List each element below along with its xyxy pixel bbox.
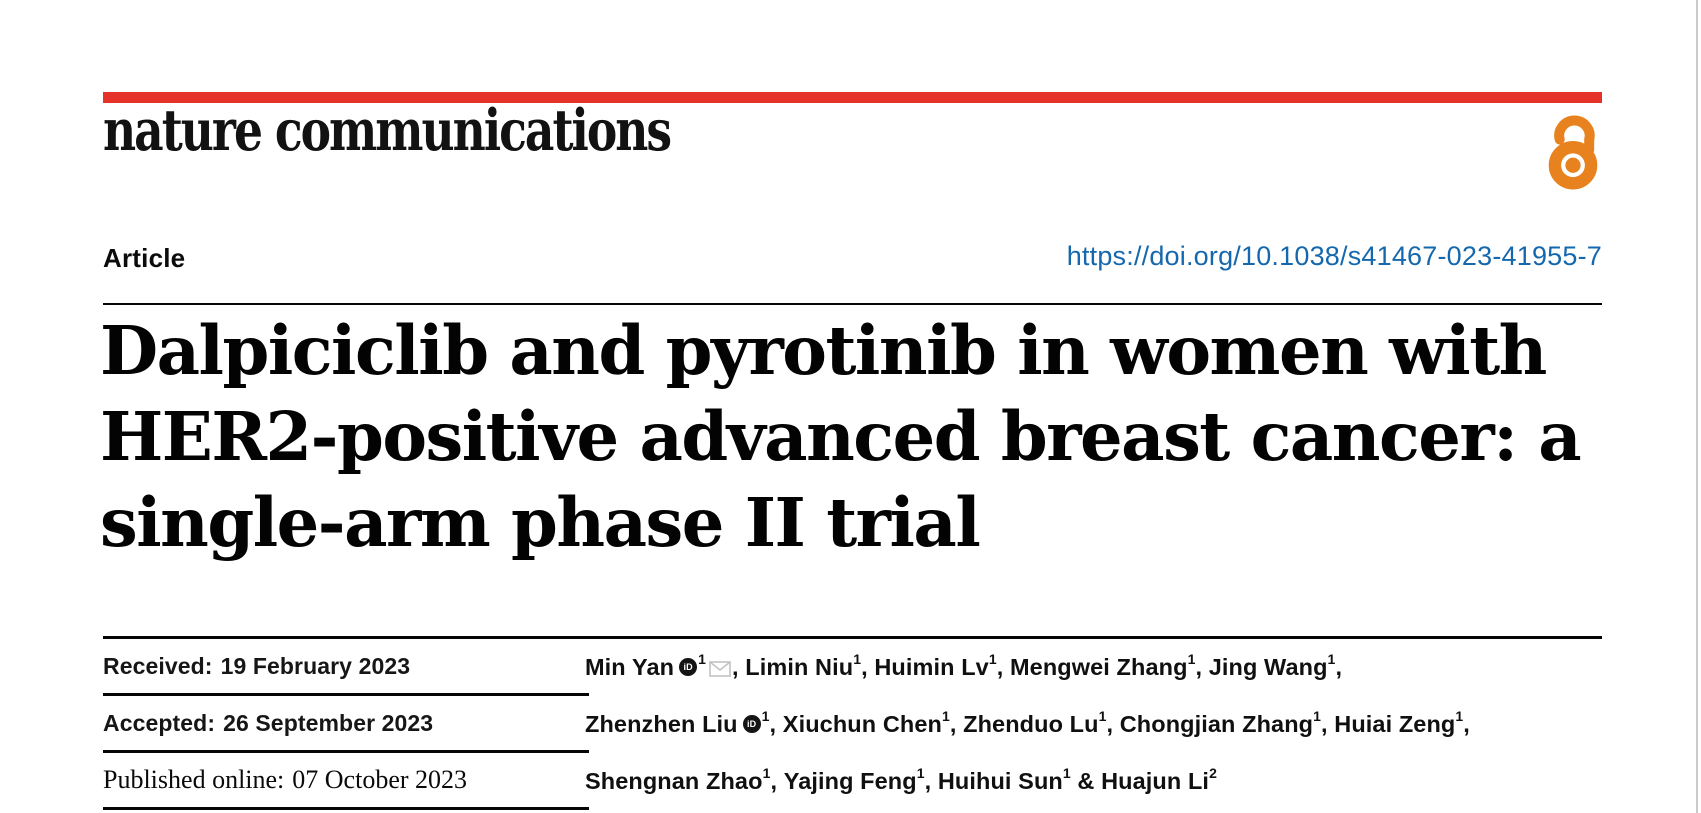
author-separator: , [731, 654, 746, 680]
author-affiliation-superscript: 1 [941, 707, 950, 724]
header-rule [103, 303, 1602, 305]
author-affiliation-superscript: 1 [761, 707, 770, 724]
author-separator: , [861, 654, 875, 680]
author-name: Xiuchun Chen [782, 711, 942, 737]
author-separator: , [770, 768, 784, 794]
author-separator: , [1335, 654, 1343, 680]
author-separator: & [1070, 768, 1102, 794]
author-separator: , [1195, 654, 1209, 680]
history-row: Published online: 07 October 2023 [103, 753, 589, 810]
author-line: Zhenzhen Liu iD 1, Xiuchun Chen 1, Zhenduo … [585, 696, 1602, 753]
history-row: Received: 19 February 2023 [103, 639, 589, 696]
author-lines: Min Yan iD 1, Limin Niu 1, Huimin Lv 1, Meng… [585, 639, 1602, 810]
author-name: Mengwei Zhang [1010, 654, 1188, 680]
history-row: Accepted: 26 September 2023 [103, 696, 589, 753]
author-affiliation-superscript: 1 [1455, 707, 1464, 724]
page-edge-divider [1696, 0, 1698, 813]
author-separator: , [996, 654, 1010, 680]
author-name: Huimin Lv [874, 654, 989, 680]
author-affiliation-superscript: 1 [988, 650, 997, 667]
author-affiliation-superscript: 1 [1313, 707, 1321, 724]
author-affiliation-superscript: 1 [853, 650, 862, 667]
author-separator: , [1321, 711, 1335, 737]
article-title-line: HER2-positive advanced breast cancer: a [100, 397, 1582, 476]
article-title: Dalpiciclib and pyrotinib in women with … [100, 308, 1630, 566]
author-name: Min Yan [585, 654, 675, 680]
author-line: Shengnan Zhao 1, Yajing Feng 1, Huihui Sun… [585, 753, 1602, 810]
author-name: Jing Wang [1208, 654, 1328, 680]
history-label: Accepted: [103, 709, 216, 736]
author-affiliation-superscript: 1 [1062, 764, 1071, 781]
article-meta-section: Received: 19 February 2023 Accepted: 26 Sep… [103, 636, 1602, 810]
article-title-line: single-arm phase II trial [100, 483, 981, 562]
author-name: Huiai Zeng [1334, 711, 1456, 737]
history-value: 07 October 2023 [292, 765, 468, 794]
history-label: Received: [103, 652, 213, 679]
author-affiliation-superscript: 1 [698, 650, 706, 667]
author-affiliation-superscript: 1 [1098, 707, 1107, 724]
author-name: Chongjian Zhang [1119, 711, 1314, 737]
history-rows: Received: 19 February 2023 Accepted: 26 Sep… [103, 639, 589, 810]
history-value: 26 September 2023 [223, 709, 434, 736]
author-affiliation-superscript: 1 [1327, 650, 1336, 667]
author-separator: , [769, 711, 783, 737]
doi-link[interactable]: https://doi.org/10.1038/s41467-023-41955… [1066, 241, 1602, 271]
author-affiliation-superscript: 2 [1209, 764, 1217, 781]
author-line: Min Yan iD 1, Limin Niu 1, Huimin Lv 1, Meng… [585, 639, 1602, 696]
author-affiliation-superscript: 1 [1187, 650, 1196, 667]
orcid-id-icon[interactable]: iD [742, 714, 761, 733]
author-name: Shengnan Zhao [585, 768, 763, 794]
author-name: Limin Niu [745, 654, 854, 680]
author-affiliation-superscript: 1 [762, 764, 771, 781]
author-name: Zhenduo Lu [963, 711, 1099, 737]
author-separator: , [1106, 711, 1120, 737]
journal-brand: nature communications [103, 97, 672, 164]
open-access-padlock-icon[interactable] [1546, 110, 1600, 190]
author-name: Yajing Feng [783, 768, 917, 794]
email-envelope-icon[interactable] [709, 656, 731, 683]
author-name: Zhenzhen Liu [585, 711, 738, 737]
author-separator: , [1463, 711, 1470, 737]
article-title-line: Dalpiciclib and pyrotinib in women with [100, 311, 1547, 390]
article-type-label: Article [103, 243, 186, 273]
masthead-red-bar [103, 92, 1602, 103]
author-name: Huihui Sun [937, 768, 1063, 794]
orcid-id-icon[interactable]: iD [679, 657, 698, 676]
history-label: Published online: [103, 765, 285, 794]
author-separator: , [924, 768, 938, 794]
author-separator: , [949, 711, 964, 737]
author-affiliation-superscript: 1 [916, 764, 925, 781]
history-value: 19 February 2023 [220, 652, 411, 679]
author-name: Huajun Li [1101, 768, 1210, 794]
